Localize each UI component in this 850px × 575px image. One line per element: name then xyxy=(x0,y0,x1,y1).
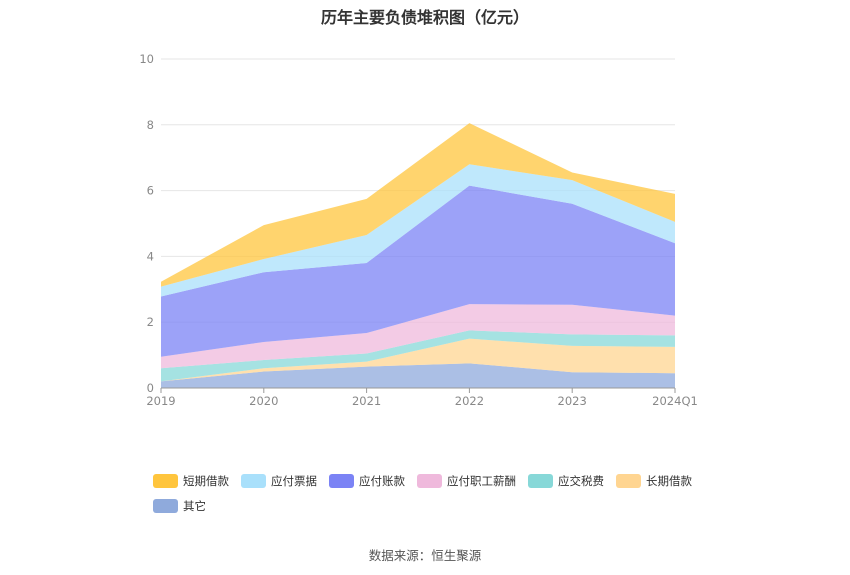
area-series-5 xyxy=(161,164,675,297)
area-series-3 xyxy=(161,304,675,369)
x-tick-label: 2023 xyxy=(558,394,587,408)
x-tick-label: 2022 xyxy=(455,394,484,408)
legend-swatch xyxy=(153,474,178,488)
source-note: 数据来源：恒生聚源 xyxy=(368,548,482,563)
x-tick-label: 2021 xyxy=(352,394,381,408)
area-series-1 xyxy=(161,338,675,382)
chart-title: 历年主要负债堆积图（亿元） xyxy=(320,8,529,27)
legend-label: 短期借款 xyxy=(183,474,229,488)
y-tick-label: 6 xyxy=(147,184,154,198)
legend-label: 其它 xyxy=(183,499,206,513)
legend-swatch xyxy=(153,499,178,513)
area-series-2 xyxy=(161,330,675,382)
legend-label: 应付职工薪酬 xyxy=(447,474,516,488)
legend-item[interactable]: 应付账款 xyxy=(329,472,405,490)
legend-item[interactable]: 长期借款 xyxy=(616,472,692,490)
stacked-area-chart: 0 2 4 6 8 10 2019 2020 2021 2022 2023 2024Q1 xyxy=(139,52,697,408)
axes: 0 2 4 6 8 10 2019 2020 2021 2022 2023 2024Q1 xyxy=(139,52,697,408)
legend-swatch xyxy=(241,474,266,488)
legend-swatch xyxy=(616,474,641,488)
legend-item[interactable]: 应付票据 xyxy=(241,472,317,490)
y-tick-label: 0 xyxy=(147,381,154,395)
y-tick-label: 10 xyxy=(139,52,154,66)
legend-swatch xyxy=(528,474,553,488)
area-series-4 xyxy=(161,185,675,357)
x-tick-label: 2019 xyxy=(146,394,175,408)
y-tick-label: 4 xyxy=(147,249,154,263)
legend-label: 长期借款 xyxy=(646,474,692,488)
x-tick-label: 2020 xyxy=(249,394,278,408)
x-tick-label: 2024Q1 xyxy=(652,394,698,408)
area-series-6 xyxy=(161,123,675,287)
legend-item[interactable]: 应交税费 xyxy=(528,472,604,490)
area-series-0 xyxy=(161,363,675,388)
y-tick-label: 2 xyxy=(147,315,154,329)
legend-swatch xyxy=(329,474,354,488)
area-series xyxy=(161,123,675,388)
legend-swatch xyxy=(417,474,442,488)
y-tick-label: 8 xyxy=(147,118,154,132)
legend-label: 应交税费 xyxy=(558,474,604,488)
legend-label: 应付账款 xyxy=(359,474,405,488)
legend-item[interactable]: 应付职工薪酬 xyxy=(417,472,516,490)
legend-item[interactable]: 短期借款 xyxy=(153,472,229,490)
legend-label: 应付票据 xyxy=(271,474,317,488)
legend-item[interactable]: 其它 xyxy=(153,497,206,515)
legend: 短期借款 应付票据 应付账款 应付职工薪酬 应交税费 长期借款其它 xyxy=(153,472,713,515)
